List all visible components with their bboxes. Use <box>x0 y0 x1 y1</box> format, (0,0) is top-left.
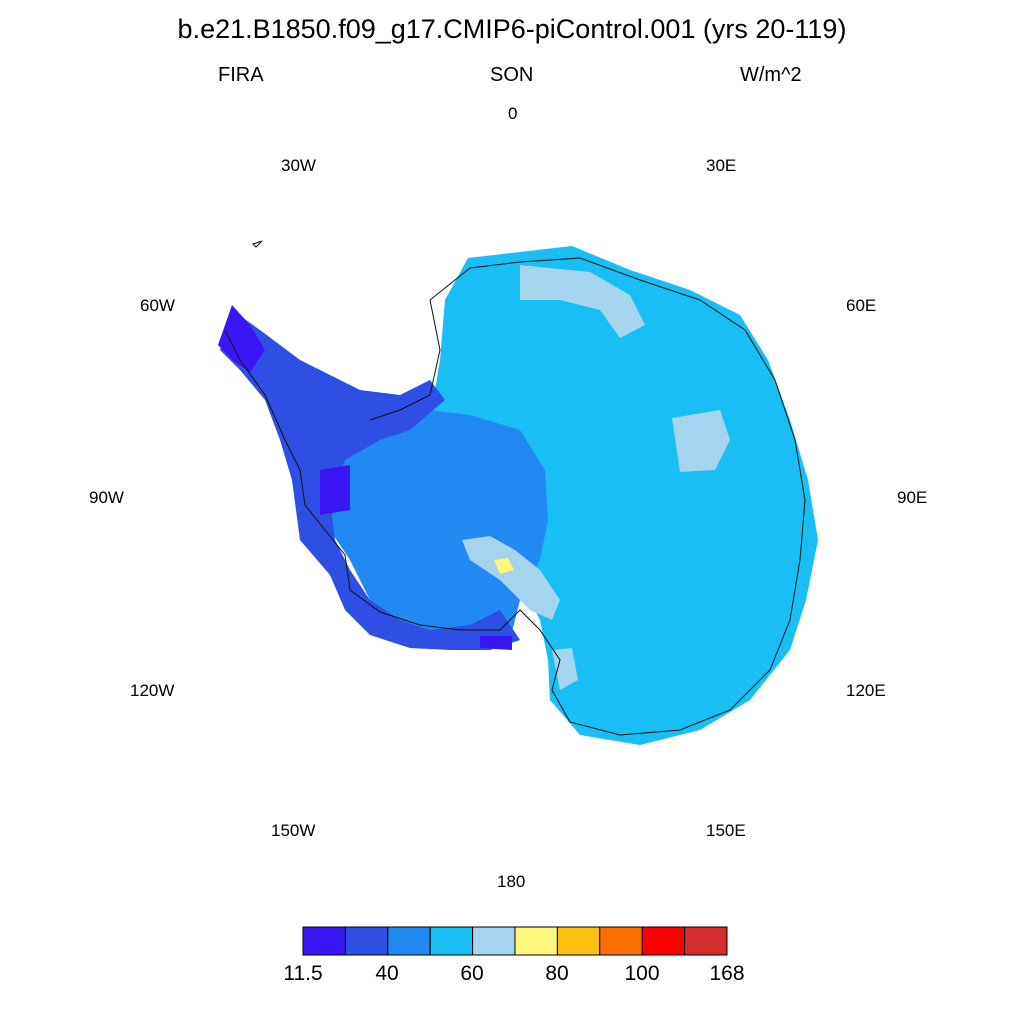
colorbar-box <box>599 926 643 956</box>
region-west-antarctica <box>300 410 548 640</box>
region-east-antarctica <box>420 246 818 745</box>
colorbar-box <box>514 926 558 956</box>
coastline-inner <box>369 299 441 421</box>
colorbar-tick: 40 <box>375 962 399 985</box>
units-label: W/m^2 <box>740 64 802 86</box>
region-peninsula-tip-3 <box>480 636 512 650</box>
region-ice-shelf-ross <box>462 536 560 620</box>
lon-label-0: 0 <box>508 104 518 123</box>
colorbar-tick: 60 <box>460 962 484 985</box>
colorbar-box <box>684 926 728 956</box>
region-ice-shelf-north <box>520 265 645 338</box>
lon-label-90e: 90E <box>897 488 928 507</box>
coastline <box>224 257 806 736</box>
island-outline <box>252 240 263 248</box>
variable-label: FIRA <box>218 64 264 86</box>
lon-label-30w: 30W <box>281 156 316 175</box>
colorbar-box <box>556 926 601 956</box>
lon-label-30e: 30E <box>706 156 737 175</box>
region-peninsula-coast <box>220 310 520 650</box>
lon-label-150e: 150E <box>706 821 746 840</box>
season-label: SON <box>490 64 534 86</box>
lon-label-60w: 60W <box>140 296 175 315</box>
lon-label-90w: 90W <box>89 488 124 507</box>
region-peninsula-tip-2 <box>320 465 350 515</box>
colorbar-tick: 11.5 <box>283 962 323 985</box>
region-warm-patch <box>494 558 514 574</box>
region-peninsula-tip <box>218 305 265 372</box>
colorbar-box <box>429 926 474 956</box>
lon-label-120e: 120E <box>846 681 886 700</box>
colorbar <box>302 926 728 956</box>
lon-label-180: 180 <box>497 872 526 891</box>
map-title: b.e21.B1850.f09_g17.CMIP6-piControl.001 … <box>177 14 847 44</box>
lon-label-60e: 60E <box>846 296 877 315</box>
region-ice-shelf-east <box>672 410 730 472</box>
colorbar-tick: 100 <box>624 962 660 985</box>
colorbar-box <box>344 926 389 956</box>
colorbar-box <box>302 926 346 956</box>
colorbar-box <box>641 926 686 956</box>
colorbar-tick: 168 <box>709 962 745 985</box>
colorbar-box <box>387 926 431 956</box>
lon-label-150w: 150W <box>271 821 316 840</box>
colorbar-box <box>472 926 516 956</box>
lon-label-120w: 120W <box>130 681 175 700</box>
colorbar-tick: 80 <box>545 962 569 985</box>
